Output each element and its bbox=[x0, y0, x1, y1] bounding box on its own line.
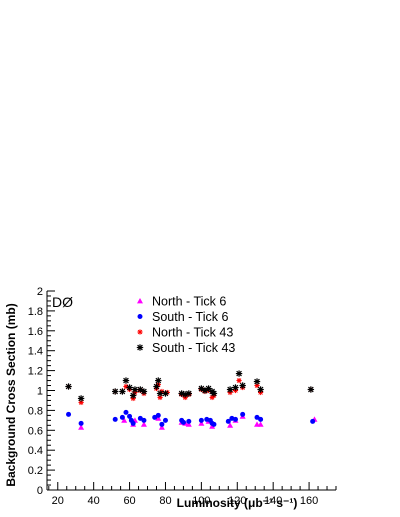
data-point bbox=[257, 386, 264, 393]
data-point bbox=[240, 411, 246, 417]
data-point bbox=[159, 421, 165, 427]
x-tick-label: 100 bbox=[192, 495, 210, 507]
x-tick-label: 120 bbox=[228, 495, 246, 507]
data-point bbox=[65, 383, 72, 390]
data-point bbox=[155, 412, 161, 418]
y-tick-label: 1 bbox=[37, 386, 43, 398]
data-point bbox=[140, 421, 147, 427]
data-point bbox=[112, 388, 119, 395]
data-point bbox=[158, 424, 165, 430]
data-point bbox=[210, 390, 218, 397]
y-tick-label: 2 bbox=[37, 286, 43, 298]
data-point bbox=[226, 386, 234, 393]
data-point bbox=[258, 416, 264, 422]
data-points bbox=[65, 370, 318, 430]
data-point bbox=[254, 382, 260, 389]
data-point bbox=[155, 377, 162, 384]
data-point bbox=[185, 421, 192, 427]
data-point bbox=[141, 417, 147, 423]
data-point bbox=[239, 382, 246, 389]
data-point bbox=[119, 414, 125, 420]
legend-entry: North - Tick 6 bbox=[152, 295, 226, 309]
data-point bbox=[211, 421, 217, 427]
data-point bbox=[232, 416, 238, 422]
legend-entry: South - Tick 6 bbox=[152, 310, 228, 324]
legend-marker bbox=[137, 329, 143, 335]
data-point bbox=[119, 388, 126, 395]
y-tick-label: 1.8 bbox=[28, 306, 43, 318]
x-axis-label: Luminosity (μb⁻¹ s⁻¹) bbox=[177, 496, 298, 510]
data-point bbox=[227, 422, 234, 428]
x-tick-label: 60 bbox=[123, 495, 135, 507]
data-point bbox=[185, 390, 193, 397]
y-tick-label: 1.4 bbox=[28, 346, 43, 358]
axes: 20 40 60 80 100 120 140 160 0 0.2 0.4 0.6 0.8 1 1.2 1.4… bbox=[28, 286, 337, 507]
x-tick-label: 80 bbox=[159, 495, 171, 507]
data-point bbox=[257, 421, 264, 427]
data-point bbox=[235, 370, 243, 377]
y-tick-label: 1.6 bbox=[28, 326, 43, 338]
data-point bbox=[225, 418, 231, 424]
y-tick-label: 1.2 bbox=[28, 366, 43, 378]
y-tick-label: 0 bbox=[37, 485, 43, 497]
data-point bbox=[129, 392, 137, 399]
data-point bbox=[127, 413, 133, 419]
experiment-label: DØ bbox=[52, 294, 73, 310]
x-tick-label: 160 bbox=[300, 495, 318, 507]
data-point bbox=[156, 390, 164, 397]
data-point bbox=[131, 386, 139, 393]
y-axis-label: Background Cross Section (mb) bbox=[4, 303, 18, 486]
data-point bbox=[198, 417, 204, 423]
legend-marker bbox=[136, 344, 144, 351]
data-point bbox=[186, 418, 192, 424]
data-point bbox=[236, 377, 242, 384]
y-tick-label: 0.2 bbox=[28, 465, 43, 477]
data-point bbox=[130, 420, 136, 426]
data-point bbox=[140, 388, 148, 395]
data-point bbox=[253, 378, 261, 385]
x-tick-label: 140 bbox=[264, 495, 282, 507]
x-tick-label: 20 bbox=[52, 495, 64, 507]
legend-entry: North - Tick 43 bbox=[152, 326, 233, 340]
data-point bbox=[121, 417, 128, 423]
data-point bbox=[77, 395, 85, 402]
data-point bbox=[66, 411, 72, 417]
data-point bbox=[155, 415, 162, 421]
data-point bbox=[310, 418, 316, 424]
x-tick-label: 40 bbox=[88, 495, 100, 507]
series-1 bbox=[66, 409, 316, 427]
data-point bbox=[78, 420, 84, 426]
data-point bbox=[232, 384, 239, 391]
legend-marker bbox=[137, 314, 143, 319]
data-point bbox=[123, 409, 129, 415]
data-point bbox=[112, 416, 118, 422]
data-point bbox=[122, 377, 130, 384]
series-3 bbox=[65, 370, 315, 402]
data-point bbox=[126, 384, 133, 391]
data-point bbox=[162, 390, 169, 397]
y-tick-label: 0.8 bbox=[28, 405, 43, 417]
data-point bbox=[162, 417, 168, 423]
legend-entry: South - Tick 43 bbox=[152, 341, 235, 355]
data-point bbox=[198, 420, 205, 426]
data-point bbox=[153, 383, 160, 390]
y-tick-label: 0.6 bbox=[28, 425, 43, 437]
y-tick-label: 0.4 bbox=[28, 445, 43, 457]
data-point bbox=[78, 424, 85, 430]
data-point bbox=[180, 419, 186, 425]
data-point bbox=[307, 386, 315, 393]
legend-marker bbox=[137, 298, 143, 304]
